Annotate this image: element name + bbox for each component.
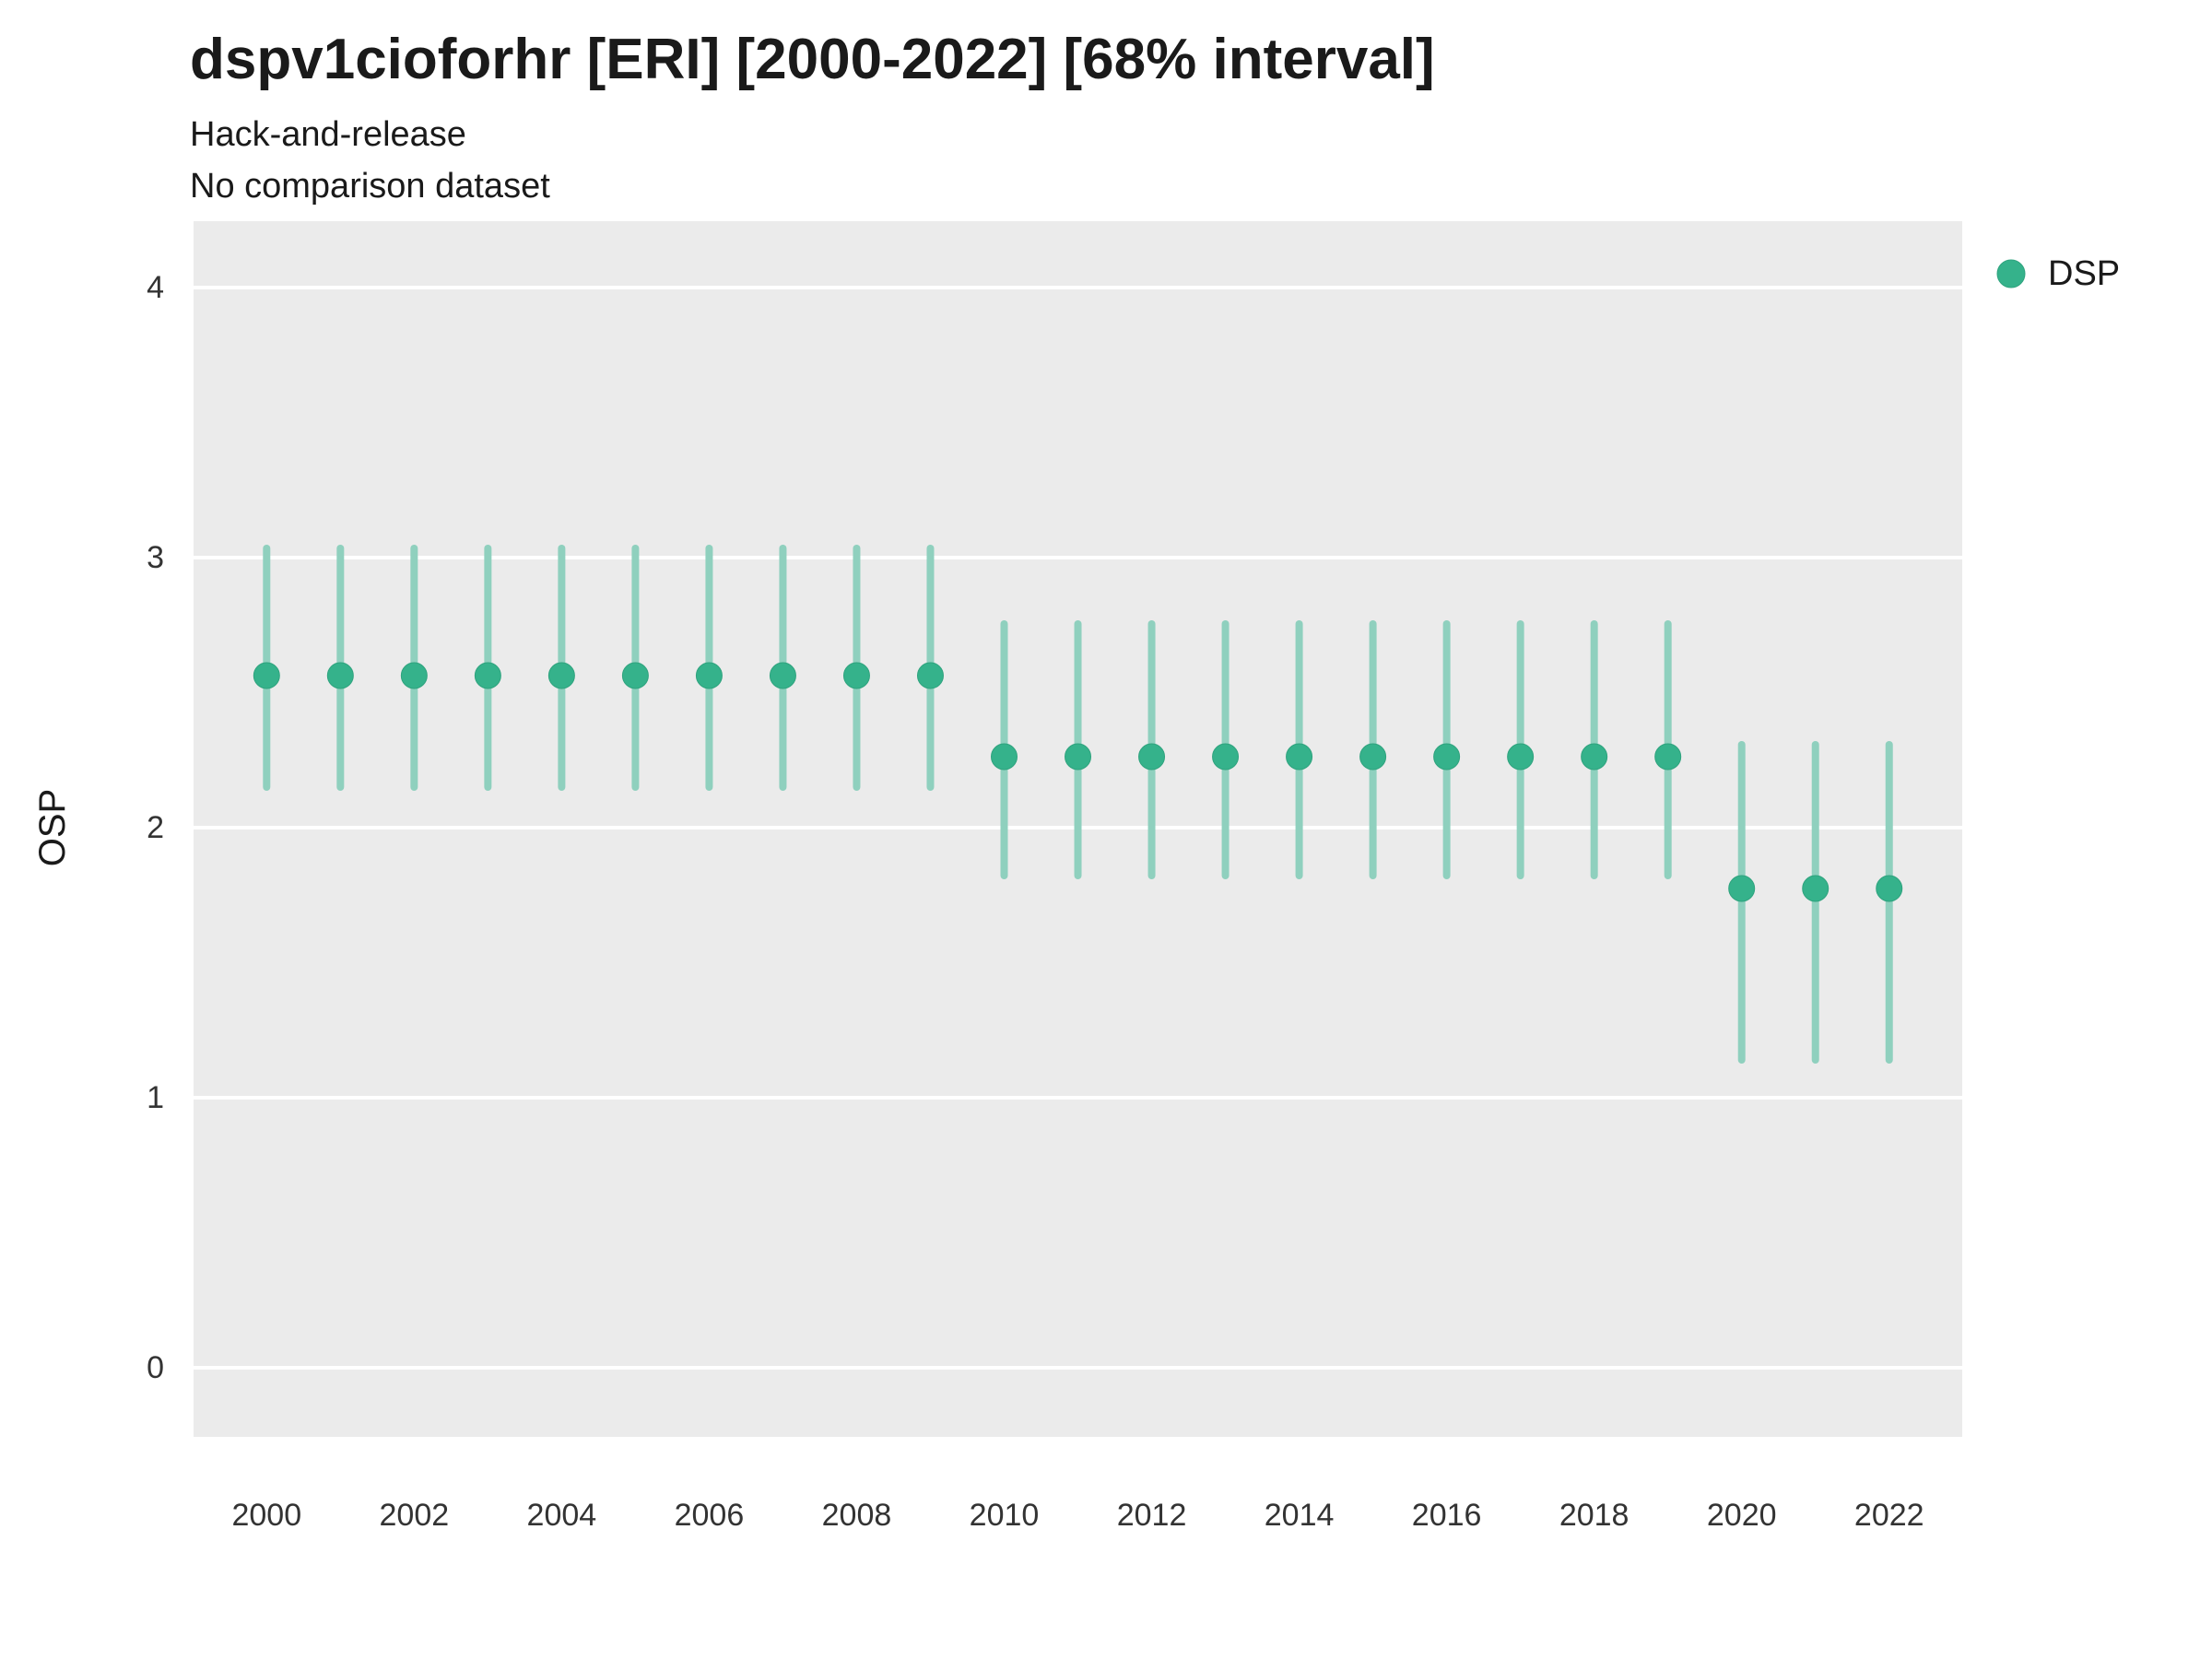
svg-text:2: 2	[147, 810, 164, 845]
svg-text:DSP: DSP	[2048, 254, 2120, 293]
svg-text:3: 3	[147, 540, 164, 575]
svg-text:2018: 2018	[1559, 1498, 1630, 1533]
svg-text:2012: 2012	[1117, 1498, 1187, 1533]
svg-text:2016: 2016	[1412, 1498, 1482, 1533]
svg-text:dspv1cioforhr [ERI] [2000-2022: dspv1cioforhr [ERI] [2000-2022] [68% int…	[190, 28, 1435, 91]
svg-text:No comparison dataset: No comparison dataset	[190, 167, 550, 206]
svg-text:2010: 2010	[970, 1498, 1040, 1533]
svg-text:2002: 2002	[380, 1498, 450, 1533]
svg-text:0: 0	[147, 1350, 164, 1385]
svg-text:1: 1	[147, 1080, 164, 1115]
svg-text:OSP: OSP	[32, 789, 73, 866]
svg-text:2006: 2006	[675, 1498, 745, 1533]
svg-text:Hack-and-release: Hack-and-release	[190, 115, 466, 154]
svg-text:4: 4	[147, 270, 164, 305]
svg-text:2000: 2000	[231, 1498, 301, 1533]
svg-text:2008: 2008	[822, 1498, 892, 1533]
svg-text:2014: 2014	[1265, 1498, 1335, 1533]
svg-text:2020: 2020	[1707, 1498, 1777, 1533]
svg-text:2004: 2004	[527, 1498, 597, 1533]
svg-text:2022: 2022	[1854, 1498, 1924, 1533]
